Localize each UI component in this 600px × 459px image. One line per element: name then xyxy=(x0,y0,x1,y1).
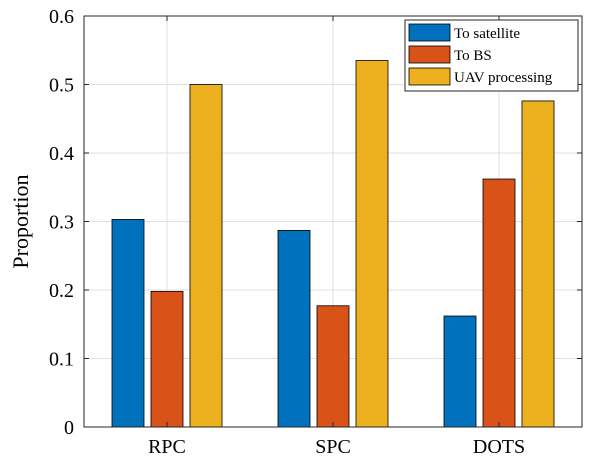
x-tick-label: SPC xyxy=(315,436,351,458)
bar xyxy=(521,100,555,428)
bars xyxy=(111,60,555,428)
y-tick-label: 0.5 xyxy=(49,75,74,97)
y-tick-label: 0.4 xyxy=(49,143,74,165)
x-tick-label: RPC xyxy=(148,436,186,458)
legend-swatch xyxy=(408,67,451,86)
y-tick-label: 0.6 xyxy=(49,6,74,28)
y-tick-labels: 0 0.1 0.2 0.3 0.4 0.5 0.6 xyxy=(49,6,74,439)
y-tick-label: 0 xyxy=(64,417,74,439)
legend-swatch xyxy=(408,23,451,42)
legend-label: To BS xyxy=(454,48,492,64)
legend-swatch xyxy=(408,45,451,64)
bar xyxy=(443,315,477,428)
y-tick-label: 0.2 xyxy=(49,280,74,302)
y-tick-label: 0.1 xyxy=(49,349,74,371)
x-tick-labels: RPC SPC DOTS xyxy=(148,436,525,458)
bar xyxy=(189,84,223,428)
grid-lines xyxy=(84,16,582,427)
legend: To satellite To BS UAV processing xyxy=(404,19,579,92)
y-axis-label: Proportion xyxy=(8,174,33,268)
bar xyxy=(150,290,184,428)
x-tick-label: DOTS xyxy=(473,436,525,458)
legend-label: To satellite xyxy=(454,26,520,42)
bar xyxy=(316,305,350,428)
bar xyxy=(277,230,311,428)
y-tick-label: 0.3 xyxy=(49,212,74,234)
legend-label: UAV processing xyxy=(454,70,553,86)
bar xyxy=(111,219,145,428)
bar xyxy=(355,60,389,428)
bar xyxy=(482,178,516,428)
